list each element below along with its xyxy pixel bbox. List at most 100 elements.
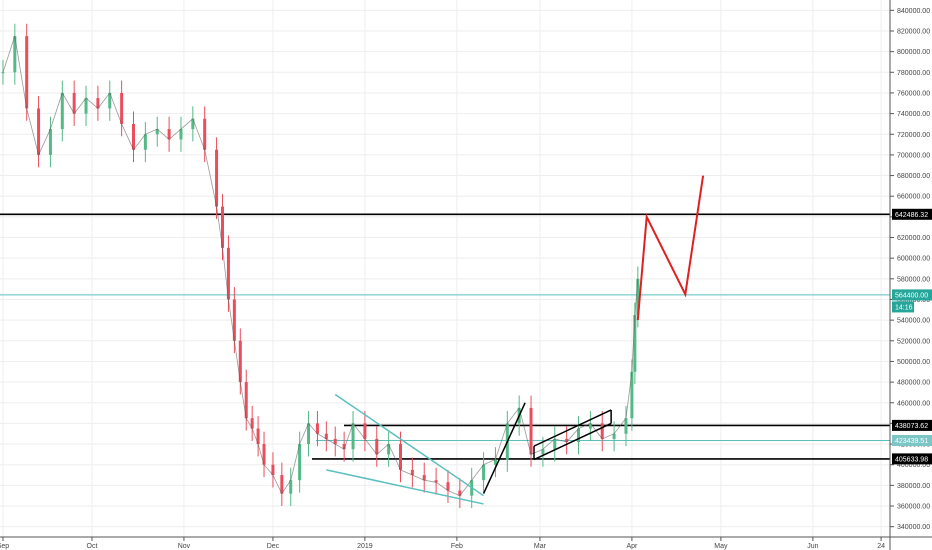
level-label-bg (892, 453, 932, 465)
price-axis[interactable]: 340000.00360000.00380000.00400000.004200… (889, 0, 930, 550)
candle-body (600, 423, 604, 439)
candle-body (493, 459, 497, 465)
y-tick-label: 460000.00 (897, 400, 930, 407)
candle-body (191, 118, 195, 130)
candle-body (120, 92, 124, 124)
level-label: 642486.32 (895, 212, 928, 219)
candle-body (13, 36, 17, 73)
channel-upper (533, 409, 612, 447)
candle-body (298, 444, 302, 481)
candle-body (565, 438, 569, 442)
candle-body (244, 382, 248, 419)
y-tick-label: 820000.00 (897, 28, 930, 35)
candle-body (624, 418, 628, 434)
price-tag-time-bg (892, 301, 914, 313)
time-axis[interactable]: Sep Oct Nov Dec 2019 Feb Mar Apr May Jun 24 (0, 536, 932, 550)
candle-body (553, 438, 557, 450)
level-label-bg (892, 419, 932, 431)
candle-body (410, 469, 414, 476)
y-tick-label: 340000.00 (897, 524, 930, 531)
candle-body (363, 423, 367, 439)
candle-body (143, 134, 147, 150)
y-tick-label: 660000.00 (897, 194, 930, 201)
y-tick-label: 360000.00 (897, 504, 930, 511)
y-tick-label: 380000.00 (897, 483, 930, 490)
trend-line (482, 402, 526, 494)
y-tick-label: 720000.00 (897, 132, 930, 139)
candle-body (84, 98, 88, 114)
level-label: 423439.51 (895, 438, 928, 445)
candle-body (577, 428, 580, 442)
candle-body (633, 314, 637, 372)
drawing-tools (326, 175, 705, 505)
candle-body (25, 36, 29, 109)
x-tick-label: May (714, 543, 728, 550)
level-label-bg (892, 435, 932, 447)
y-tick-label: 780000.00 (897, 70, 930, 77)
y-tick-label: 800000.00 (897, 49, 930, 56)
candle-body (434, 480, 438, 483)
y-tick-label: 520000.00 (897, 338, 930, 345)
candle-body (238, 340, 242, 383)
level-label: 405633.98 (895, 456, 928, 463)
candle-body (630, 371, 634, 419)
horizontal-levels (0, 213, 890, 460)
y-tick-label: 540000.00 (897, 318, 930, 325)
x-tick-label: Nov (178, 543, 191, 550)
y-tick-label: 580000.00 (897, 276, 930, 283)
y-tick-label: 760000.00 (897, 90, 930, 97)
wedge-upper (334, 393, 484, 497)
candle-body (342, 444, 346, 450)
candle-body (289, 480, 293, 494)
x-tick-label: 24 (877, 543, 885, 550)
candle-body (387, 444, 391, 455)
candle-body (271, 464, 275, 476)
price-tag-time: 14:16 (895, 304, 913, 311)
candle-body (167, 129, 171, 140)
channel-lower (533, 422, 612, 461)
candle-body (203, 118, 207, 150)
level-label: 438073.62 (895, 423, 928, 430)
candle-body (446, 482, 450, 491)
y-tick-label: 620000.00 (897, 235, 930, 242)
candle-body (1, 72, 5, 74)
candle-body (280, 475, 284, 494)
x-tick-label: Sep (0, 543, 9, 550)
x-tick-label: 2019 (357, 543, 373, 550)
level-label-bg (892, 208, 932, 220)
y-tick-label: 700000.00 (897, 152, 930, 159)
y-tick-label: 560000.00 (897, 297, 930, 304)
candle-body (333, 438, 337, 445)
candle-body (256, 428, 260, 445)
candle-body (307, 423, 311, 445)
candle-body (232, 299, 236, 341)
chart-grid (0, 0, 890, 537)
y-tick-label: 400000.00 (897, 462, 930, 469)
x-tick-label: Feb (451, 543, 463, 550)
candle-body (179, 129, 183, 140)
y-tick-label: 840000.00 (897, 8, 930, 15)
candle-body (636, 278, 640, 315)
candle-body (375, 438, 379, 455)
x-tick-label: Apr (626, 543, 638, 550)
x-tick-label: Mar (534, 543, 547, 550)
candle-body (221, 206, 224, 248)
candle-body (262, 444, 266, 465)
candle-body (588, 423, 592, 429)
y-tick-label: 680000.00 (897, 173, 930, 180)
x-tick-label: Oct (87, 543, 98, 550)
candle-body (37, 108, 41, 155)
level-labels: 642486.32 564400.00 438073.62 423439.51 4056… (892, 208, 932, 465)
price-tag-value: 564400.00 (895, 292, 928, 299)
candle-body (315, 423, 319, 434)
candle-body (96, 98, 100, 109)
candle-body (324, 433, 328, 439)
price-tag-bg (892, 289, 932, 301)
candle-body (250, 418, 254, 429)
candle-body (422, 475, 426, 481)
candle-body (226, 247, 230, 300)
candle-body (612, 433, 616, 439)
candle-body (72, 92, 76, 114)
y-tick-label: 500000.00 (897, 359, 930, 366)
